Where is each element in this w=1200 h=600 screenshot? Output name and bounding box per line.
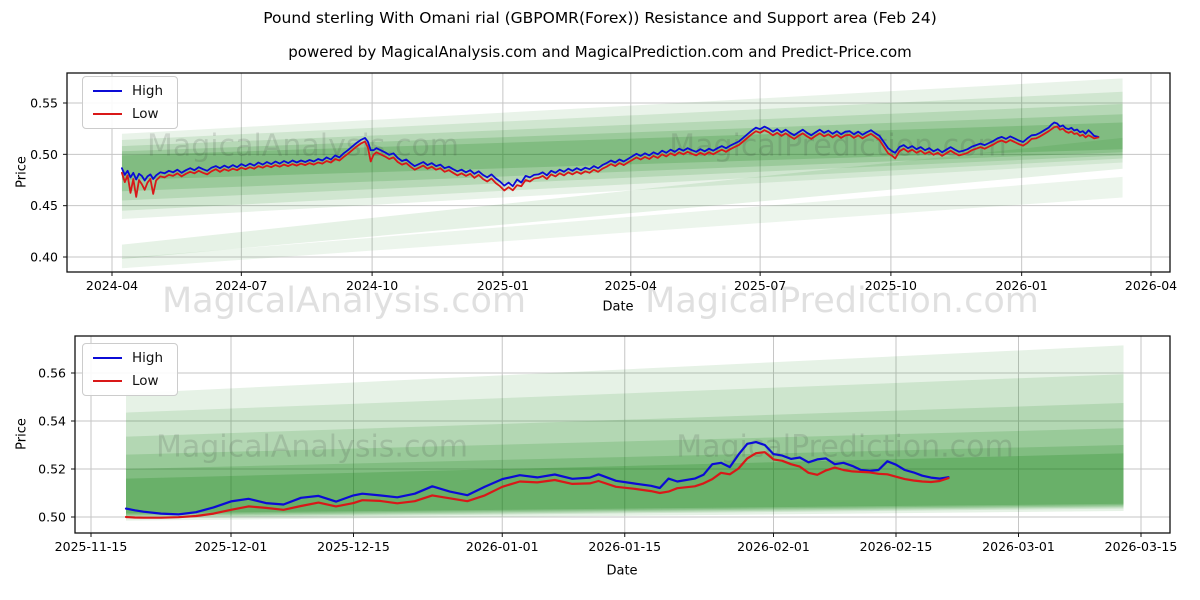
band-polygon: [121, 122, 1123, 180]
x-tick-label: 2026-02-01: [737, 539, 810, 554]
legend-label-low: Low: [132, 106, 159, 122]
x-tick-label: 2026-01-15: [588, 539, 661, 554]
axes-frame: [66, 72, 1171, 273]
watermark-text: MagicalAnalysis.com: [147, 129, 459, 164]
y-tick-label: 0.50: [30, 147, 58, 162]
y-tick-label: 0.40: [30, 250, 58, 265]
legend-item-low: Low: [93, 373, 163, 389]
y-tick-label: 0.50: [38, 510, 66, 525]
watermark-text: MagicalPrediction.com: [645, 281, 1039, 321]
x-axis-label-bottom: Date: [606, 563, 638, 579]
y-tick-label: 0.55: [30, 96, 58, 111]
x-tick-label: 2024-10: [346, 278, 398, 293]
x-tick-label: 2025-07: [734, 278, 786, 293]
x-tick-label: 2026-04: [1125, 278, 1177, 293]
legend-label-high: High: [132, 83, 164, 99]
y-tick-label: 0.45: [30, 198, 58, 213]
band-polygon: [126, 403, 1124, 517]
legend-bottom-chart: High Low: [82, 343, 179, 396]
legend-label-high: High: [132, 350, 164, 366]
bottom-chart: MagicalAnalysis.com MagicalPrediction.com…: [38, 335, 1178, 554]
y-tick-label: 0.56: [38, 366, 66, 381]
legend-item-high: High: [93, 350, 163, 366]
x-tick-label: 2026-01: [996, 278, 1048, 293]
support-resistance-bands: [126, 345, 1124, 521]
x-tick-label: 2025-12-01: [195, 539, 268, 554]
band-polygon: [126, 374, 1124, 519]
x-axis-label-top: Date: [602, 299, 634, 315]
x-tick-label: 2026-03-15: [1105, 539, 1178, 554]
band-polygon: [121, 137, 1123, 260]
chart-title: Pound sterling With Omani rial (GBPOMR(F…: [263, 9, 937, 27]
x-tick-label: 2026-01-01: [466, 539, 539, 554]
top-chart: MagicalAnalysis.com MagicalPrediction.com…: [30, 72, 1177, 293]
band-polygon: [121, 176, 1123, 269]
band-polygon: [121, 78, 1123, 220]
x-tick-label: 2025-01: [477, 278, 529, 293]
low-line-swatch: [93, 380, 122, 382]
x-tick-label: 2026-02-15: [860, 539, 933, 554]
low-line: [124, 451, 950, 519]
high-line: [124, 441, 950, 516]
grid: [67, 73, 1170, 272]
band-polygon: [121, 114, 1123, 192]
watermark-text: MagicalPrediction.com: [669, 129, 1007, 164]
legend-top-chart: High Low: [82, 76, 179, 129]
tick-marks: [71, 372, 1142, 537]
y-axis-label-top: Price: [14, 156, 30, 188]
axes-frame: [74, 335, 1171, 534]
x-tick-label: 2025-10: [865, 278, 917, 293]
x-tick-label: 2024-07: [215, 278, 267, 293]
low-line-swatch: [93, 113, 122, 115]
y-axis-label-bottom: Price: [14, 418, 30, 450]
chart-subtitle: powered by MagicalAnalysis.com and Magic…: [288, 43, 912, 61]
band-polygon: [121, 104, 1123, 201]
legend-label-low: Low: [132, 373, 159, 389]
watermark-text: MagicalAnalysis.com: [162, 281, 526, 321]
band-polygon: [121, 91, 1123, 211]
legend-item-high: High: [93, 83, 163, 99]
x-tick-label: 2026-03-01: [982, 539, 1055, 554]
legend-item-low: Low: [93, 106, 163, 122]
band-polygon: [126, 453, 1124, 514]
high-line: [121, 121, 1100, 188]
tick-marks: [63, 102, 1152, 276]
grid: [75, 336, 1170, 533]
band-polygon: [126, 445, 1124, 515]
x-tick-label: 2025-12-15: [317, 539, 390, 554]
low-line: [121, 125, 1100, 198]
x-tick-label: 2025-11-15: [55, 539, 128, 554]
high-line-swatch: [93, 90, 122, 92]
watermark-text: MagicalPrediction.com: [676, 430, 1014, 465]
x-tick-label: 2025-04: [605, 278, 657, 293]
band-polygon: [126, 345, 1124, 521]
support-resistance-bands: [121, 78, 1123, 269]
y-tick-label: 0.52: [38, 462, 66, 477]
y-tick-label: 0.54: [38, 414, 66, 429]
watermark-text: MagicalAnalysis.com: [156, 430, 468, 465]
high-line-swatch: [93, 357, 122, 359]
x-tick-label: 2024-04: [86, 278, 138, 293]
